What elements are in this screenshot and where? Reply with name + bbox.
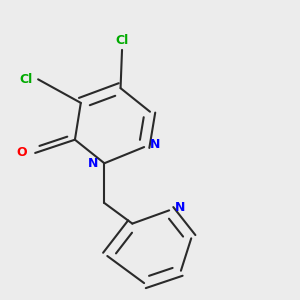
Text: N: N xyxy=(150,138,160,151)
Text: N: N xyxy=(87,157,98,170)
Text: Cl: Cl xyxy=(19,73,32,86)
Text: Cl: Cl xyxy=(116,34,129,47)
Text: N: N xyxy=(175,201,185,214)
Text: O: O xyxy=(16,146,27,159)
